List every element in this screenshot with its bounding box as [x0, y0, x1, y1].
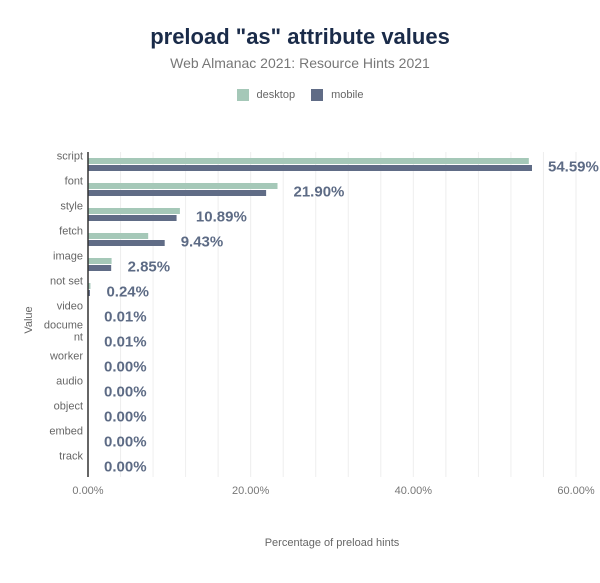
category-label: style: [60, 201, 83, 213]
data-label: 0.00%: [104, 459, 147, 476]
category-label: fetch: [59, 226, 83, 238]
x-tick-label: 60.00%: [557, 485, 595, 497]
x-tick-label: 40.00%: [395, 485, 433, 497]
x-axis-label: Percentage of preload hints: [264, 537, 400, 549]
legend-item-desktop[interactable]: desktop: [236, 89, 296, 101]
bar-desktop-script: [88, 158, 529, 164]
data-label: 0.00%: [104, 434, 147, 451]
category-label: track: [59, 451, 83, 463]
data-label: 0.01%: [104, 309, 147, 326]
legend-swatch-mobile: [311, 89, 324, 101]
legend-item-mobile[interactable]: mobile: [311, 89, 363, 101]
category-label: docume nt: [44, 320, 83, 344]
bar-desktop-font: [88, 183, 278, 189]
data-label: 0.00%: [104, 409, 147, 426]
bar-mobile-script: [88, 165, 532, 171]
chart-subtitle: Web Almanac 2021: Resource Hints 2021: [170, 55, 430, 71]
category-label: audio: [56, 376, 83, 388]
x-tick-label: 20.00%: [232, 485, 270, 497]
data-label: 0.00%: [104, 384, 147, 401]
category-label: embed: [49, 426, 83, 438]
data-label: 9.43%: [181, 234, 224, 251]
legend: desktop mobile: [0, 89, 600, 101]
category-label: video: [57, 301, 83, 313]
bar-desktop-image: [88, 258, 112, 264]
data-label: 54.59%: [548, 159, 599, 176]
legend-swatch-desktop: [236, 89, 249, 101]
bar-mobile-style: [88, 215, 177, 221]
category-label: object: [54, 401, 83, 413]
data-label: 2.85%: [128, 259, 171, 276]
chart-title: preload "as" attribute values: [150, 24, 450, 49]
legend-label-mobile: mobile: [331, 89, 364, 101]
bar-mobile-fetch: [88, 240, 165, 246]
category-label: font: [65, 176, 83, 188]
data-label: 0.00%: [104, 359, 147, 376]
category-label: script: [57, 151, 83, 163]
bar-mobile-not-set: [88, 290, 90, 296]
legend-label-desktop: desktop: [256, 89, 296, 101]
category-label: image: [53, 251, 83, 263]
data-label: 0.01%: [104, 334, 147, 351]
category-label: worker: [49, 351, 83, 363]
x-tick-label: 0.00%: [72, 485, 103, 497]
bar-desktop-not-set: [88, 283, 91, 289]
bar-desktop-fetch: [88, 233, 149, 239]
data-label: 10.89%: [196, 209, 247, 226]
data-label: 21.90%: [294, 184, 345, 201]
bar-desktop-style: [88, 208, 180, 214]
bar-mobile-font: [88, 190, 267, 196]
data-label: 0.24%: [106, 284, 149, 301]
bar-mobile-image: [88, 265, 112, 271]
category-label: not set: [50, 276, 83, 288]
y-axis-label: Value: [23, 306, 35, 334]
